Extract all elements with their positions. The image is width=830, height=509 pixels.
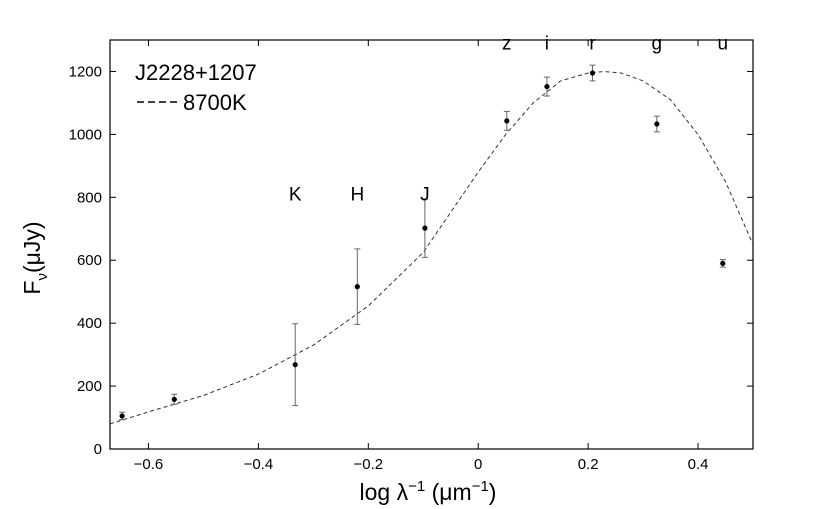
- data-point: [292, 362, 298, 368]
- data-point: [119, 413, 125, 419]
- y-tick-label: 600: [77, 252, 102, 269]
- data-point: [422, 225, 428, 231]
- band-label-r: r: [589, 33, 596, 54]
- y-tick-label: 1200: [69, 63, 102, 80]
- legend: J2228+1207 8700K: [135, 60, 257, 115]
- y-tick-label: 200: [77, 378, 102, 395]
- x-tick-label: 0.4: [688, 456, 709, 473]
- band-label-i: i: [545, 33, 549, 54]
- x-tick-label: 0.2: [578, 456, 599, 473]
- x-tick-label: −0.2: [353, 456, 383, 473]
- x-tick-label: −0.4: [244, 456, 274, 473]
- data-point: [720, 260, 726, 266]
- ticks-layer: −0.6 −0.4 −0.2 0 0.2 0.4 0 200 400 600 800 1000 1200: [69, 40, 753, 473]
- band-labels-layer: K H Jz i r g u: [289, 33, 728, 205]
- band-label-J: J: [420, 184, 430, 205]
- data-point: [589, 70, 596, 76]
- band-label-K: K: [289, 184, 302, 205]
- x-tick-label: 0: [474, 456, 482, 473]
- data-point: [171, 396, 177, 402]
- x-axis-title: log λ−1 (μm−1): [360, 478, 497, 505]
- band-label-g: g: [652, 33, 663, 54]
- legend-model-label: 8700K: [183, 90, 247, 115]
- data-points-layer: [119, 64, 726, 421]
- model-curve-8700k: [109, 70, 754, 425]
- y-tick-label: 400: [77, 315, 102, 332]
- band-label-z: z: [502, 33, 512, 54]
- data-point: [544, 83, 550, 90]
- x-tick-label: −0.6: [134, 456, 164, 473]
- data-point: [354, 284, 360, 290]
- y-tick-label: 0: [94, 441, 102, 458]
- legend-object-name: J2228+1207: [135, 60, 257, 85]
- data-point: [654, 121, 660, 127]
- y-axis-title: Fν(μJy): [19, 221, 51, 294]
- y-tick-label: 800: [77, 189, 102, 206]
- model-curve-layer: [109, 70, 754, 425]
- band-label-u: u: [717, 33, 728, 54]
- band-label-H: H: [350, 184, 364, 205]
- data-point: [504, 118, 510, 124]
- y-tick-label: 1000: [69, 126, 102, 143]
